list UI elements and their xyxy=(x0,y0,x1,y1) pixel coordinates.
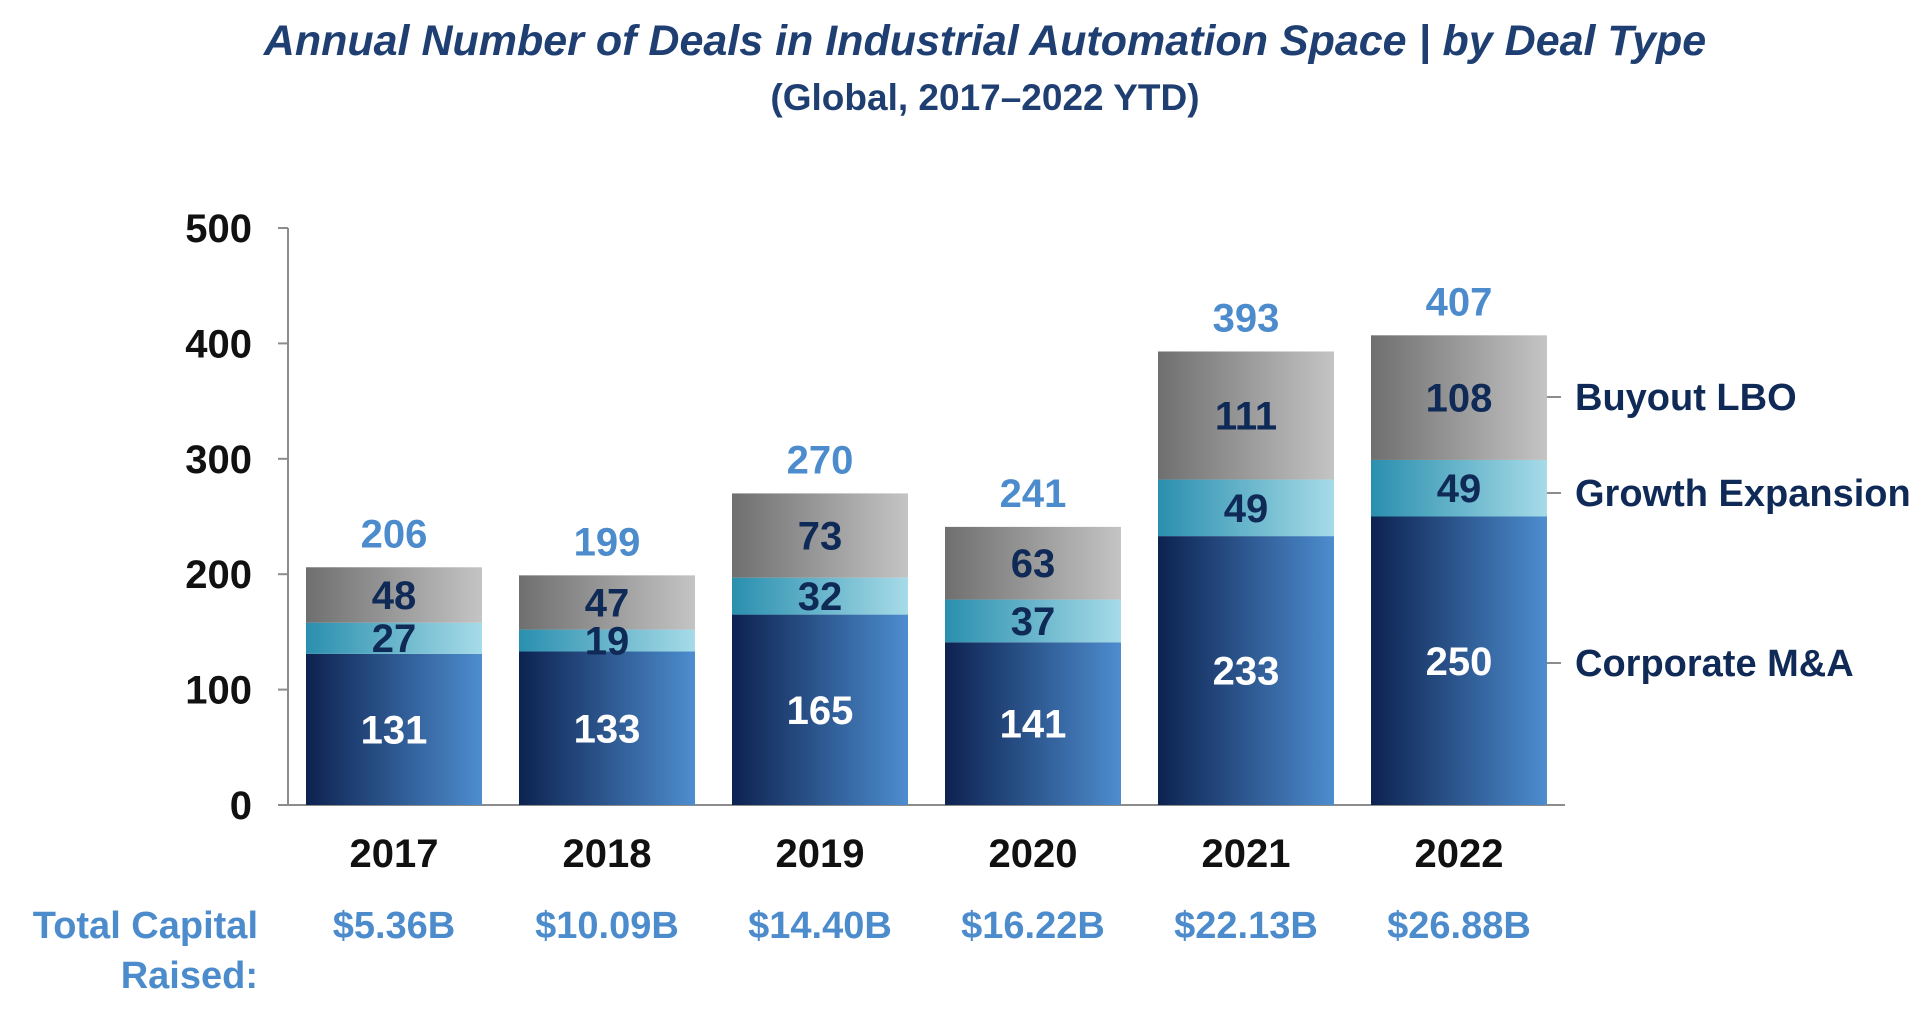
y-tick-label: 500 xyxy=(185,207,252,251)
bar-segment xyxy=(1158,536,1334,805)
total-label: 270 xyxy=(787,438,854,482)
bar-segment xyxy=(732,577,908,615)
y-tick-label: 200 xyxy=(185,553,252,597)
data-label: 49 xyxy=(1224,487,1269,531)
bar-segment xyxy=(1158,479,1334,537)
bar-segment xyxy=(1371,516,1547,805)
data-label: 48 xyxy=(372,574,417,618)
bar-segment xyxy=(732,493,908,578)
data-label: 63 xyxy=(1011,542,1056,586)
data-label: 27 xyxy=(372,617,417,661)
legend-label: Corporate M&A xyxy=(1575,643,1854,685)
total-label: 241 xyxy=(1000,472,1067,516)
bar-segment xyxy=(1371,459,1547,517)
capital-value: $14.40B xyxy=(748,905,892,947)
bar-segment xyxy=(732,614,908,805)
bars xyxy=(306,335,1547,805)
data-label: 250 xyxy=(1426,640,1493,684)
capital-value: $22.13B xyxy=(1174,905,1318,947)
bar-segment xyxy=(945,599,1121,643)
bar-segment xyxy=(519,629,695,652)
y-tick-label: 400 xyxy=(185,322,252,366)
bar-segment xyxy=(306,567,482,623)
x-tick-label: 2018 xyxy=(563,832,652,876)
data-label: 37 xyxy=(1011,600,1056,644)
data-label: 108 xyxy=(1426,377,1493,421)
data-label: 141 xyxy=(1000,703,1067,747)
total-label: 199 xyxy=(574,520,641,564)
legend: Corporate M&A Growth Expansion Buyout LBO xyxy=(1547,377,1911,685)
data-label: 49 xyxy=(1437,467,1482,511)
y-tick-label: 0 xyxy=(230,784,252,828)
x-tick-label: 2017 xyxy=(350,832,439,876)
total-label: 206 xyxy=(361,512,428,556)
data-label: 233 xyxy=(1213,650,1280,694)
data-label: 32 xyxy=(798,575,843,619)
bar-segment xyxy=(1158,351,1334,480)
y-tick-label: 100 xyxy=(185,669,252,713)
bar-segment xyxy=(519,651,695,805)
capital-label-line1: Total Capital xyxy=(33,905,258,947)
x-tick-label: 2020 xyxy=(989,832,1078,876)
y-tick-label: 300 xyxy=(185,438,252,482)
capital-value: $5.36B xyxy=(333,905,456,947)
data-label: 73 xyxy=(798,515,843,559)
data-label: 19 xyxy=(585,620,630,664)
legend-label: Growth Expansion xyxy=(1575,473,1911,515)
x-tick-label: 2019 xyxy=(776,832,865,876)
capital-value: $26.88B xyxy=(1387,905,1531,947)
bar-segment xyxy=(945,642,1121,805)
capital-value: $10.09B xyxy=(535,905,679,947)
capital-value: $16.22B xyxy=(961,905,1105,947)
axes: 0 100 200 300 400 500 xyxy=(185,207,1565,828)
data-label: 165 xyxy=(787,689,854,733)
data-label: 111 xyxy=(1215,395,1277,439)
capital-raised-row: Total Capital Raised: $5.36B $10.09B $14.40B… xyxy=(33,905,1531,997)
bar-segment xyxy=(306,653,482,805)
chart-subtitle: (Global, 2017–2022 YTD) xyxy=(770,77,1199,118)
total-label: 407 xyxy=(1426,280,1493,324)
capital-label-line2: Raised: xyxy=(121,955,258,997)
data-label: 133 xyxy=(574,707,641,751)
data-label: 131 xyxy=(361,708,428,752)
legend-label: Buyout LBO xyxy=(1575,377,1797,419)
data-label: 47 xyxy=(585,581,630,625)
x-tick-label: 2022 xyxy=(1415,832,1504,876)
x-tick-label: 2021 xyxy=(1202,832,1291,876)
bar-segment xyxy=(945,526,1121,600)
chart-title: Annual Number of Deals in Industrial Aut… xyxy=(263,17,1706,65)
total-label: 393 xyxy=(1213,296,1280,340)
bar-segment xyxy=(1371,335,1547,460)
bar-segment xyxy=(306,622,482,654)
bar-segment xyxy=(519,575,695,630)
